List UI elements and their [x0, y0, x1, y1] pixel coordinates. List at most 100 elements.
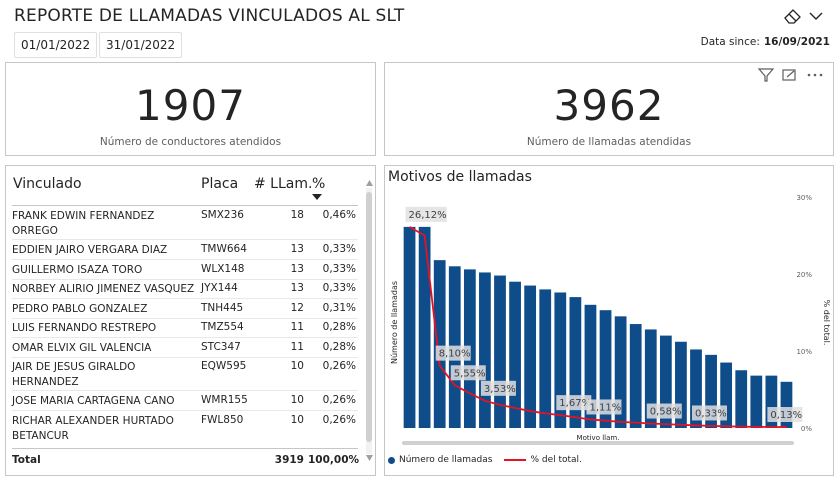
cell-placa: SMX236: [201, 209, 244, 221]
data-label-bg: [480, 380, 516, 396]
filter-icon[interactable]: [757, 68, 775, 82]
cell-vinculado: PEDRO PABLO GONZALEZ: [12, 303, 148, 315]
chart-bar: [765, 375, 778, 428]
chart-bar: [494, 275, 506, 428]
table-row[interactable]: RICHAR ALEXANDER HURTADO BETANCUR FWL850…: [12, 414, 358, 444]
cell-llam: 12: [290, 302, 304, 314]
y2-tick-label: 20%: [796, 271, 812, 279]
table-row[interactable]: NORBEY ALIRIO JIMENEZ VASQUEZ JYX144 13 …: [12, 282, 358, 298]
x-axis-title: Motivo llam.: [577, 434, 620, 442]
data-label: 0,58%: [650, 407, 682, 418]
total-divider: [12, 448, 358, 449]
legend-line-swatch: [504, 459, 527, 461]
col-header-vinculado[interactable]: Vinculado: [13, 176, 82, 192]
data-label-bg: [692, 405, 727, 421]
table-row[interactable]: JAIR DE JESUS GIRALDO HERNANDEZ EQW595 1…: [12, 360, 358, 390]
total-label: Total: [12, 454, 41, 466]
legend-line-label: % del total.: [530, 455, 582, 465]
date-end[interactable]: 31/01/2022: [99, 32, 183, 58]
kpi-value: 1907: [135, 81, 246, 130]
table-row[interactable]: LUIS FERNANDO RESTREPO TMZ554 11 0,28%: [12, 321, 358, 337]
chart-bar: [539, 289, 552, 428]
chart-bar: [750, 375, 763, 428]
total-llam: 3919: [274, 454, 304, 466]
data-label: 0,33%: [695, 408, 727, 419]
chart-bar: [644, 329, 657, 428]
col-header-placa[interactable]: Placa: [201, 176, 239, 192]
table-row[interactable]: FRANK EDWIN FERNANDEZ ORREGO SMX236 18 0…: [12, 209, 358, 239]
chart-bar: [509, 281, 521, 428]
cell-placa: WMR155: [201, 394, 248, 406]
cell-llam: 13: [290, 243, 304, 255]
data-label-bg: [767, 406, 803, 422]
cell-vinculado: FRANK EDWIN FERNANDEZ ORREGO: [12, 210, 155, 237]
table-row[interactable]: PEDRO PABLO GONZALEZ TNH445 12 0,31%: [12, 302, 358, 318]
focus-mode-icon[interactable]: [782, 69, 796, 81]
chart-bar: [629, 324, 642, 428]
date-start[interactable]: 01/01/2022: [14, 32, 98, 58]
legend-bar-label: Número de llamadas: [399, 455, 493, 465]
data-label: 3,53%: [484, 384, 516, 395]
chart-bar: [403, 226, 416, 428]
more-options-icon[interactable]: [807, 73, 823, 77]
report-title: REPORTE DE LLAMADAS VINCULADOS AL SLT: [14, 6, 405, 26]
chart-bar: [780, 381, 793, 428]
scroll-down-icon[interactable]: [366, 455, 373, 461]
cell-placa: FWL850: [201, 414, 244, 426]
sort-desc-icon: [312, 194, 322, 200]
visual-header: [757, 67, 827, 83]
kpi-label: Número de conductores atendidos: [99, 136, 282, 148]
table-row[interactable]: GUILLERMO ISAZA TORO WLX148 13 0,33%: [12, 263, 358, 279]
cell-placa: TMW664: [201, 243, 247, 255]
y2-tick-label: 0%: [801, 425, 812, 433]
chart-bar: [675, 341, 687, 428]
cell-vinculado: JOSE MARIA CARTAGENA CANO: [12, 395, 175, 407]
cell-vinculado: LUIS FERNANDO RESTREPO: [12, 322, 157, 334]
cell-pct: 0,28%: [322, 341, 356, 353]
col-header-llam[interactable]: # LLam.: [254, 176, 313, 192]
header-divider: [12, 205, 358, 206]
cell-vinculado: EDDIEN JAIRO VERGARA DIAZ: [12, 244, 168, 256]
data-label-bg: [450, 365, 486, 381]
pareto-chart[interactable]: 0% 10% 20% 30% Número de llamadas % del total…: [384, 165, 832, 453]
cell-pct: 0,31%: [322, 302, 356, 314]
data-label: 5,55%: [454, 368, 486, 379]
total-pct: 100,00%: [308, 454, 360, 466]
table-row[interactable]: OMAR ELVIX GIL VALENCIA STC347 11 0,28%: [12, 341, 358, 357]
chevron-down-icon[interactable]: [809, 12, 823, 20]
cell-llam: 10: [290, 394, 304, 406]
cell-placa: WLX148: [201, 263, 245, 275]
table-card: [5, 165, 376, 476]
cell-placa: STC347: [201, 341, 241, 353]
chart-bar: [705, 354, 717, 428]
chart-bar: [690, 349, 702, 428]
chart-bar: [614, 316, 627, 428]
data-label-bg: [556, 395, 592, 411]
data-label: 1,67%: [559, 398, 591, 409]
kpi-card-llamadas[interactable]: 3962 Número de llamadas atendidas: [384, 62, 834, 156]
eraser-icon[interactable]: [784, 9, 801, 24]
cell-pct: 0,28%: [322, 321, 356, 333]
table-scrollbar-thumb[interactable]: [366, 192, 372, 442]
table-row[interactable]: EDDIEN JAIRO VERGARA DIAZ TMW664 13 0,33…: [12, 243, 358, 259]
slicer-actions: [782, 6, 828, 30]
kpi-value: 3962: [553, 81, 665, 130]
cell-pct: 0,33%: [322, 243, 356, 255]
table-row[interactable]: JOSE MARIA CARTAGENA CANO WMR155 10 0,26…: [12, 394, 358, 410]
col-header-pct[interactable]: %: [312, 176, 326, 192]
cell-llam: 11: [290, 341, 304, 353]
chart-bar: [720, 362, 733, 428]
kpi-card-conductores[interactable]: 1907 Número de conductores atendidos: [5, 62, 376, 156]
cell-pct: 0,26%: [322, 414, 356, 426]
cell-placa: JYX144: [201, 282, 238, 294]
row-divider: [12, 410, 358, 411]
cell-vinculado: JAIR DE JESUS GIRALDO HERNANDEZ: [12, 361, 136, 388]
legend-bar-swatch: [388, 456, 395, 464]
cell-llam: 13: [290, 263, 304, 275]
row-divider: [12, 390, 358, 391]
cell-llam: 10: [290, 414, 304, 426]
scroll-up-icon[interactable]: [366, 180, 373, 186]
chart-bar: [433, 260, 446, 428]
y-axis-title: Número de llamadas: [390, 281, 399, 364]
chart-bar: [524, 285, 537, 428]
